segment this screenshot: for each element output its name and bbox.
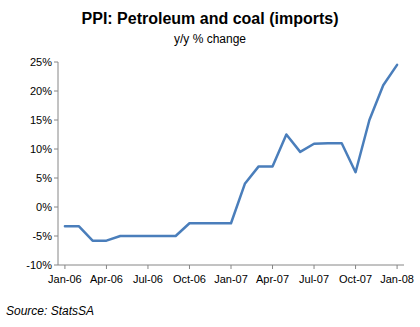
y-tick [54,62,58,63]
y-tick-label: 5% [36,172,52,184]
y-tick-label: -5% [32,230,52,242]
data-line [65,65,397,241]
y-tick [54,91,58,92]
x-tick [397,265,398,269]
x-tick [189,265,190,269]
x-tick-label: Oct-06 [173,273,206,285]
x-tick-label: Jan-08 [380,273,414,285]
y-tick-label: 20% [30,85,52,97]
y-tick [54,178,58,179]
x-tick-label: Oct-07 [339,273,372,285]
x-tick [231,265,232,269]
plot-area [65,65,397,241]
x-tick [272,265,273,269]
x-tick [147,265,148,269]
x-tick [314,265,315,269]
subtitle: y/y % change [174,32,246,46]
y-tick-label: 10% [30,143,52,155]
y-tick [54,265,58,266]
y-tick-label: 25% [30,56,52,68]
y-tick [54,120,58,121]
x-tick-label: Jul-07 [299,273,329,285]
source: Source: StatsSA [6,304,94,318]
x-tick-label: Jul-06 [133,273,163,285]
x-tick-label: Apr-06 [90,273,123,285]
y-tick [54,207,58,208]
y-tick-label: -10% [26,259,52,271]
x-tick [106,265,107,269]
y-tick-label: 0% [36,201,52,213]
x-tick-label: Apr-07 [256,273,289,285]
chart: PPI: Petroleum and coal (imports) y/y % c… [0,0,420,327]
y-tick [54,236,58,237]
title: PPI: Petroleum and coal (imports) [82,10,339,27]
x-tick [64,265,65,269]
y-tick-label: 15% [30,114,52,126]
y-tick [54,149,58,150]
y-axis [58,62,59,265]
x-tick-label: Jan-07 [214,273,248,285]
x-tick [355,265,356,269]
x-tick-label: Jan-06 [48,273,82,285]
